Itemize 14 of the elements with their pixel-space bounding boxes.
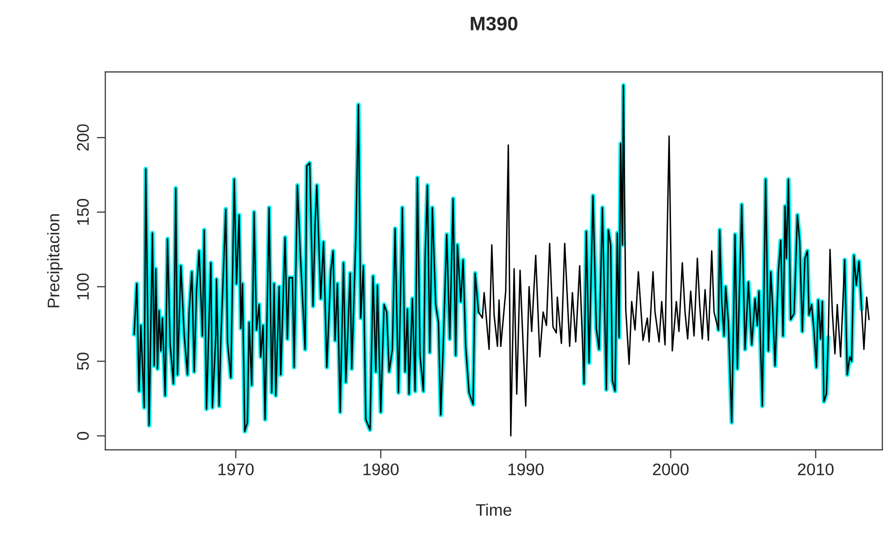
- y-axis-title: Precipitacion: [47, 214, 63, 308]
- x-axis-title: Time: [476, 504, 512, 516]
- x-tick-label: 1970: [218, 463, 254, 476]
- y-tick-label: 100: [77, 273, 89, 300]
- x-tick-label: 1980: [363, 463, 399, 476]
- y-tick-label: 50: [77, 352, 89, 370]
- x-tick-label: 2000: [652, 463, 689, 476]
- line-series: [133, 84, 870, 437]
- y-tick-label: 0: [77, 432, 89, 440]
- x-tick-label: 2010: [798, 463, 834, 476]
- chart-title: M390: [470, 16, 518, 31]
- x-tick-label: 1990: [508, 463, 544, 476]
- y-tick-label: 150: [77, 198, 89, 225]
- y-tick-label: 200: [77, 124, 89, 151]
